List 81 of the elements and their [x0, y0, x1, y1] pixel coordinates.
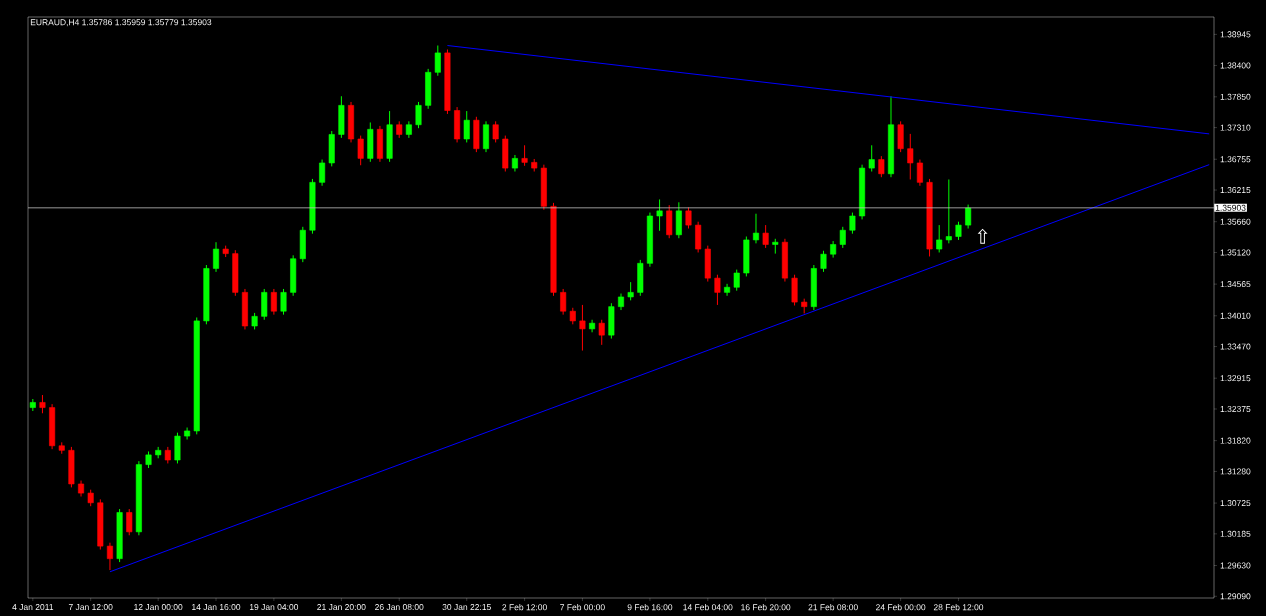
y-tick-label: 1.35120 — [1220, 249, 1251, 256]
y-tick-label: 1.31280 — [1220, 468, 1251, 475]
candlestick — [598, 319, 605, 346]
candlestick — [261, 288, 268, 321]
y-tick-label: 1.29630 — [1220, 562, 1251, 569]
candlestick — [492, 120, 499, 143]
y-tick-label: 1.36755 — [1220, 156, 1251, 163]
candlestick — [714, 274, 721, 306]
y-tick-label: 1.33470 — [1220, 343, 1251, 350]
candlestick — [174, 432, 181, 464]
candlestick — [820, 250, 827, 273]
candlestick — [521, 144, 528, 167]
candlestick — [579, 304, 586, 352]
x-tick-label: 21 Jan 20:00 — [317, 604, 366, 611]
y-tick-label: 1.34010 — [1220, 312, 1251, 319]
y-tick-label: 1.34565 — [1220, 281, 1251, 288]
candlestick — [280, 288, 287, 316]
y-tick-label: 1.31820 — [1220, 437, 1251, 444]
candlestick — [270, 288, 277, 316]
candlestick — [965, 204, 972, 230]
candlestick — [560, 288, 567, 316]
candlestick — [753, 213, 759, 244]
candlestick — [106, 542, 113, 571]
annotation: ⇧ — [977, 228, 988, 244]
x-tick-label: 9 Feb 16:00 — [627, 604, 673, 611]
y-tick-label: 1.32375 — [1220, 405, 1251, 412]
candlestick — [695, 221, 702, 253]
candlestick — [955, 221, 962, 241]
candlestick — [319, 159, 326, 187]
candlestick — [897, 120, 904, 153]
y-tick-label: 1.38945 — [1220, 31, 1251, 38]
x-tick-label: 7 Jan 12:00 — [68, 604, 113, 611]
y-tick-label: 1.37310 — [1220, 124, 1251, 131]
candlestick — [483, 120, 490, 153]
y-tick-label: 1.38400 — [1220, 62, 1251, 69]
x-tick-label: 28 Feb 12:00 — [933, 604, 984, 611]
x-tick-label: 14 Jan 16:00 — [192, 604, 241, 611]
candlestick — [849, 212, 856, 235]
candlestick — [791, 274, 798, 306]
x-tick-label: 19 Jan 04:00 — [249, 604, 299, 611]
candlestick — [945, 178, 952, 244]
x-tick-label: 30 Jan 22:15 — [442, 604, 491, 611]
candlestick — [724, 283, 731, 297]
x-tick-label: 2 Feb 12:00 — [502, 604, 547, 611]
y-tick-label: 1.37850 — [1220, 93, 1251, 100]
x-tick-label: 12 Jan 00:00 — [134, 604, 183, 611]
y-tick-label: 1.36215 — [1220, 187, 1251, 194]
y-tick-label: 1.30185 — [1220, 530, 1251, 537]
x-tick-label: 7 Feb 00:00 — [560, 604, 605, 611]
candlestick — [878, 155, 885, 178]
candlestick — [126, 508, 133, 536]
candlestick — [434, 45, 441, 77]
y-tick-label: 1.29090 — [1220, 593, 1251, 600]
candlestick — [936, 224, 943, 253]
candlestick — [733, 269, 740, 292]
y-tick-label: 1.30725 — [1220, 500, 1251, 507]
candlestick — [685, 206, 692, 230]
x-tick-label: 24 Feb 00:00 — [876, 604, 926, 611]
candlestick — [868, 144, 875, 173]
y-tick-label: 1.35660 — [1220, 218, 1251, 225]
candlestick — [415, 101, 422, 129]
x-tick-label: 21 Feb 08:00 — [808, 604, 858, 611]
y-tick-label: 1.32915 — [1220, 375, 1251, 382]
candlestick — [463, 110, 470, 143]
x-tick-label: 26 Jan 08:00 — [375, 604, 424, 611]
candlestick — [666, 204, 673, 239]
candlestick — [656, 198, 663, 232]
chart-title: EURAUD,H4 1.35786 1.35959 1.35779 1.35903 — [30, 19, 212, 27]
candlestick — [916, 159, 923, 187]
candlestick — [357, 135, 364, 166]
ref-line-label: 1.35903 — [1215, 204, 1246, 211]
x-tick-label: 16 Feb 20:00 — [741, 604, 791, 611]
x-tick-label: 14 Feb 04:00 — [683, 604, 733, 611]
candlestick — [213, 241, 220, 273]
candlestick — [39, 394, 46, 414]
candlestick — [627, 281, 634, 301]
candlestick — [907, 133, 914, 180]
candlestick — [762, 224, 769, 249]
x-tick-label: 4 Jan 2011 — [12, 604, 54, 611]
candlestick — [839, 226, 846, 249]
candlestick — [675, 201, 682, 239]
